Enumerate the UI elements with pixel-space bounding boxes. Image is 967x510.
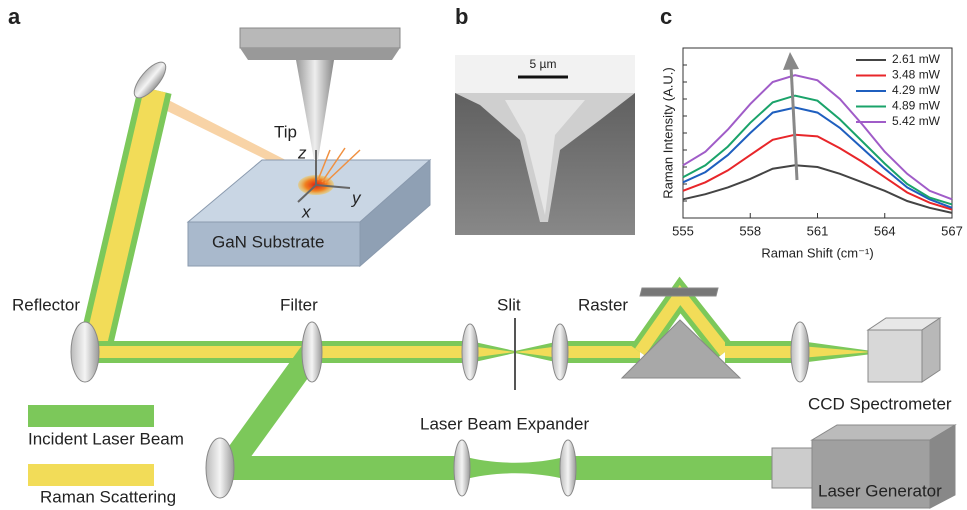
x-tick-label: 564 xyxy=(874,223,896,238)
legend-swatch xyxy=(28,405,154,427)
trend-arrow-head xyxy=(783,52,799,70)
generator-label: Laser Generator xyxy=(818,481,942,500)
axis-z: z xyxy=(297,143,307,162)
sem-image xyxy=(455,55,635,235)
legend-label: 5.42 mW xyxy=(892,114,941,128)
legend-swatch xyxy=(28,464,154,486)
x-tick-label: 558 xyxy=(739,223,761,238)
legend-label: Incident Laser Beam xyxy=(28,429,184,448)
series-line xyxy=(683,135,952,210)
legend-label: 3.48 mW xyxy=(892,68,941,82)
legend-label: 4.29 mW xyxy=(892,83,941,97)
y-axis-title: Raman Intensity (A.U.) xyxy=(660,67,675,199)
panel-label: b xyxy=(455,4,468,29)
scale-bar-label: 5 µm xyxy=(530,57,557,71)
legend-label: Raman Scattering xyxy=(40,487,176,506)
panel-label: a xyxy=(8,4,21,29)
tip-label: Tip xyxy=(274,122,297,141)
reflector-label: Reflector xyxy=(12,295,80,314)
raman-chart: 555 558 561 564 567 Raman Shift (cm⁻¹) Raman I… xyxy=(660,48,962,260)
expander-label: Laser Beam Expander xyxy=(420,414,589,433)
x-tick-label: 555 xyxy=(672,223,694,238)
axis-y: y xyxy=(351,188,362,207)
legend-label: 4.89 mW xyxy=(892,99,941,113)
x-axis-title: Raman Shift (cm⁻¹) xyxy=(761,245,873,260)
filter-label: Filter xyxy=(280,295,318,314)
ccd-label: CCD Spectrometer xyxy=(808,394,952,413)
axis-x: x xyxy=(301,202,311,221)
trend-arrow xyxy=(791,66,797,180)
x-tick-label: 561 xyxy=(807,223,829,238)
x-tick-label: 567 xyxy=(941,223,963,238)
legend-label: 2.61 mW xyxy=(892,52,941,66)
slit-label: Slit xyxy=(497,295,521,314)
figure: a b c xyxy=(0,0,967,510)
substrate-label: GaN Substrate xyxy=(212,232,324,251)
raster-label: Raster xyxy=(578,295,628,314)
panel-label: c xyxy=(660,4,672,29)
tip-inset xyxy=(188,28,430,266)
